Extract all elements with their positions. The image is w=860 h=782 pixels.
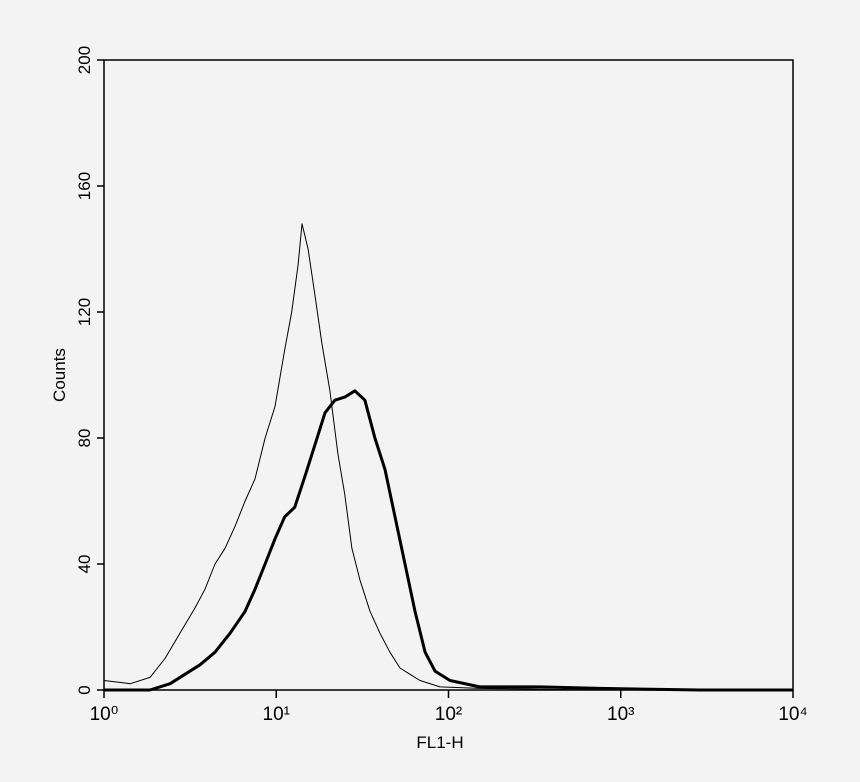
y-axis-label: Counts (50, 348, 69, 402)
x-tick-label: 10⁰ (90, 704, 119, 725)
y-tick-label: 40 (75, 555, 94, 574)
y-tick-label: 200 (75, 46, 94, 74)
line-series (104, 389, 793, 692)
line-series (103, 223, 793, 691)
y-tick-label: 120 (75, 298, 94, 326)
x-tick-label: 10⁴ (778, 704, 807, 725)
y-tick-label: 0 (75, 685, 94, 694)
x-tick-label: 10³ (607, 704, 634, 725)
x-tick-label: 10¹ (263, 704, 290, 725)
x-axis-label: FL1-H (416, 733, 463, 752)
x-tick-label: 10² (435, 704, 462, 725)
y-tick-label: 160 (75, 172, 94, 200)
y-tick-label: 80 (75, 429, 94, 448)
